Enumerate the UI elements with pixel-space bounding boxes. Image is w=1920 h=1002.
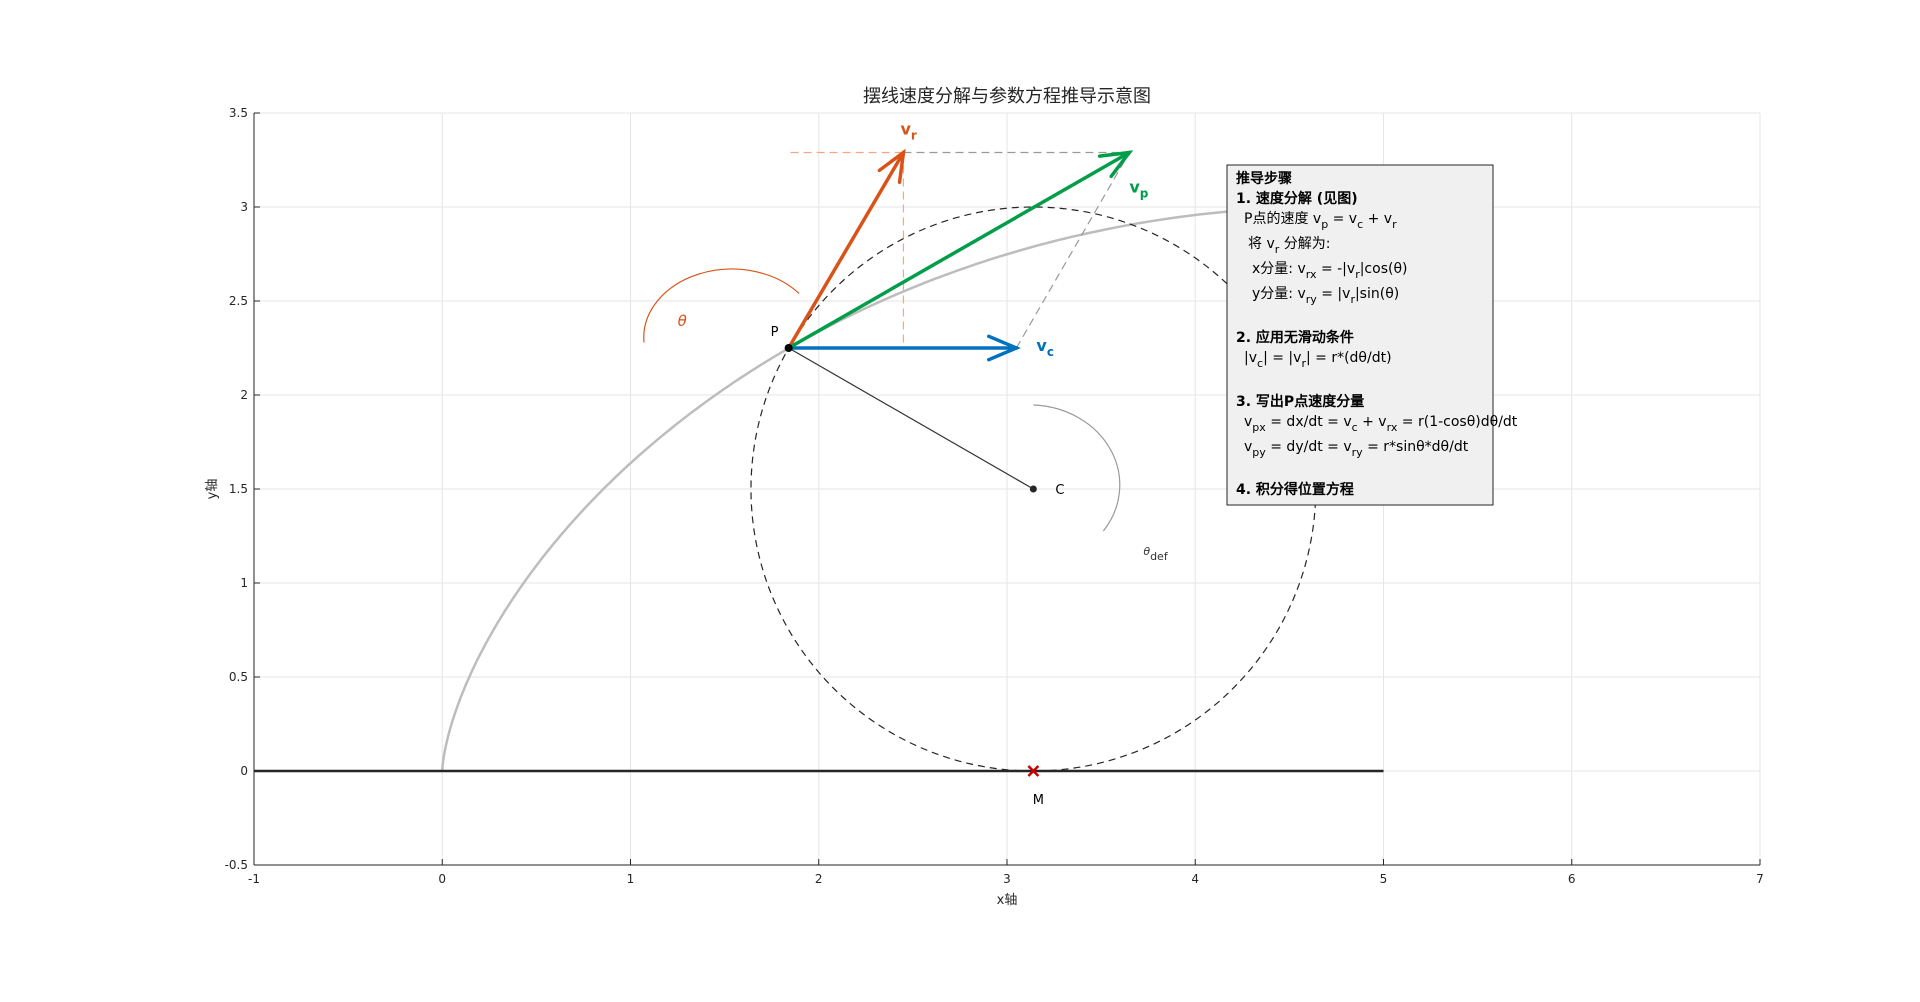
x-tick-label: 5 [1380, 872, 1388, 886]
y-axis-label: y轴 [205, 479, 220, 500]
v_c-arrowhead [987, 334, 1021, 362]
y-tick-label: 1 [240, 576, 248, 590]
point-c-marker [1029, 485, 1037, 493]
cycloid-curve [441, 205, 1335, 771]
radius-line [788, 347, 1034, 490]
theta-label: θ [678, 312, 687, 330]
v_p-vector [786, 150, 1132, 350]
y-tick-label: -0.5 [225, 858, 248, 872]
x-axis-label: x轴 [997, 893, 1018, 908]
x-tick-label: -1 [248, 872, 260, 886]
x-tick-label: 6 [1568, 872, 1576, 886]
step1-line-y-component: y分量: vry = |vr|sin(θ) [1252, 286, 1399, 306]
point-p-label: P [771, 325, 779, 340]
axis-ticks: -1 0 1 2 3 4 5 6 7 -0.5 0 0.5 1 1.5 2 2.5 3 3.5 [225, 106, 1764, 886]
y-tick-label: 2.5 [229, 294, 248, 308]
point-m-marker [1027, 765, 1040, 777]
x-tick-label: 4 [1191, 872, 1199, 886]
x-tick-label: 7 [1756, 872, 1764, 886]
step3-line-vpy: vpy = dy/dt = vry = r*sinθ*dθ/dt [1244, 439, 1469, 459]
point-m-label: M [1033, 793, 1044, 808]
y-tick-label: 2 [240, 388, 248, 402]
y-tick-label: 3.5 [229, 106, 248, 120]
step2-line-no-slip: |vc| = |vr| = r*(dθ/dt) [1244, 350, 1392, 370]
step1-title: 1. 速度分解 (见图) [1236, 190, 1358, 207]
derivation-box: 推导步骤 1. 速度分解 (见图) P点的速度 vp = vc + vr 将 v… [1226, 164, 1518, 506]
step1-line-x-component: x分量: vrx = -|vr|cos(θ) [1252, 261, 1407, 281]
step2-title: 2. 应用无滑动条件 [1236, 329, 1354, 346]
derivation-box-frame [1226, 164, 1494, 506]
point-c-label: C [1055, 483, 1064, 498]
v_r-vector [786, 150, 906, 350]
y-tick-label: 3 [240, 200, 248, 214]
step4-title: 4. 积分得位置方程 [1236, 481, 1354, 498]
theta-def-arc [1033, 404, 1121, 532]
y-tick-label: 0 [240, 764, 248, 778]
y-tick-label: 1.5 [229, 482, 248, 496]
v_r-arrowhead [877, 148, 906, 184]
y-tick-label: 0.5 [229, 670, 248, 684]
step3-title: 3. 写出P点速度分量 [1236, 393, 1364, 410]
theta-def-label: θdef [1143, 545, 1168, 563]
step1-line-velocity: P点的速度 vp = vc + vr [1244, 211, 1397, 231]
x-tick-label: 3 [1003, 872, 1011, 886]
parallelogram-side [1015, 152, 1130, 349]
chart-title: 摆线速度分解与参数方程推导示意图 [863, 86, 1151, 107]
v_p-arrowhead [1097, 150, 1134, 179]
x-tick-label: 0 [438, 872, 446, 886]
theta-arc [643, 268, 800, 343]
x-tick-label: 1 [627, 872, 635, 886]
point-p-marker [784, 344, 793, 352]
step1-line-decompose: 将 vr 分解为: [1248, 236, 1330, 256]
step3-line-vpx: vpx = dx/dt = vc + vrx = r(1-cosθ)dθ/dt [1244, 414, 1518, 434]
box-heading: 推导步骤 [1236, 170, 1292, 187]
x-tick-label: 2 [815, 872, 823, 886]
